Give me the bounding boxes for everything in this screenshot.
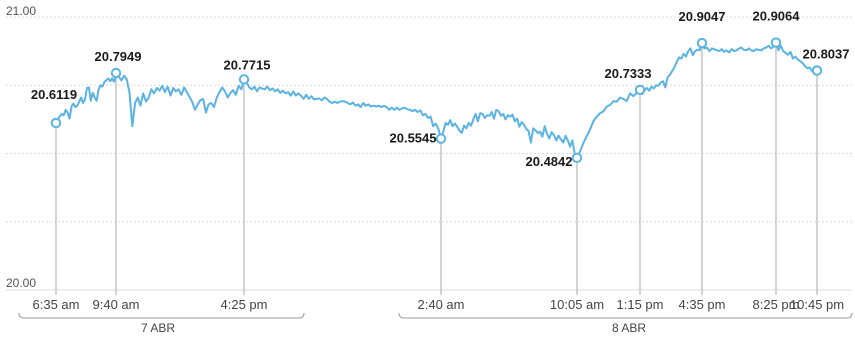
day-bracket — [18, 312, 305, 319]
value-label: 20.6119 — [31, 87, 77, 102]
annotation-marker — [571, 152, 583, 164]
value-label: 20.9064 — [753, 9, 801, 24]
annotation-marker — [50, 117, 62, 129]
value-label: 20.5545 — [390, 131, 437, 146]
annotation-marker — [770, 37, 782, 48]
value-label: 20.9047 — [679, 9, 726, 24]
series — [55, 41, 818, 159]
value-label: 20.7715 — [224, 57, 271, 72]
day-label: 8 ABR — [612, 321, 646, 335]
y-tick-label-top: 21.00 — [6, 4, 36, 18]
annotation-markers — [50, 37, 823, 164]
series-line — [55, 41, 818, 159]
day-bracket — [398, 312, 853, 319]
annotation-marker — [435, 133, 447, 144]
y-axis: 21.00 20.00 — [6, 4, 36, 290]
x-tick-label: 10:05 am — [550, 297, 604, 312]
x-tick-label: 10:45 pm — [790, 297, 844, 312]
x-tick-label: 4:25 pm — [221, 297, 268, 312]
annotation-drop-lines — [55, 46, 818, 295]
value-labels: 20.6119 20.7949 20.7715 20.5545 20.4842 20.73… — [31, 9, 850, 169]
annotation-marker — [238, 74, 250, 85]
day-brackets: 7 ABR 8 ABR — [18, 312, 853, 335]
y-tick-label-bottom: 20.00 — [6, 276, 36, 290]
gridlines — [6, 16, 852, 291]
day-label: 7 ABR — [141, 321, 175, 335]
annotation-marker — [634, 84, 646, 96]
x-tick-label: 6:35 am — [33, 297, 80, 312]
annotation-marker — [110, 67, 122, 79]
x-tick-label: 1:15 pm — [617, 297, 664, 312]
value-label: 20.4842 — [526, 154, 573, 169]
x-tick-label: 8:25 pm — [753, 297, 800, 312]
x-axis: 6:35 am 9:40 am 4:25 pm 2:40 am 10:05 am 1:15… — [33, 297, 845, 312]
value-label: 20.7333 — [605, 66, 652, 81]
x-tick-label: 4:35 pm — [679, 297, 726, 312]
value-label: 20.8037 — [803, 47, 850, 62]
x-tick-label: 9:40 am — [93, 297, 140, 312]
annotation-marker — [811, 65, 823, 76]
value-label: 20.7949 — [95, 49, 142, 64]
x-tick-label: 2:40 am — [418, 297, 465, 312]
annotation-marker — [696, 37, 708, 49]
